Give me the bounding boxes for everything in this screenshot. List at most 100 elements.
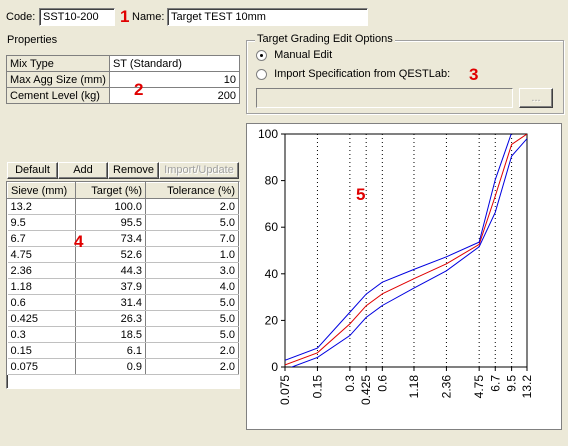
target-cell[interactable]: 0.9: [75, 358, 146, 375]
target-cell[interactable]: 95.5: [75, 214, 146, 231]
name-label: Name:: [132, 11, 165, 23]
table-row[interactable]: 2.36 44.3 3.0: [7, 262, 239, 279]
col-header-target[interactable]: Target (%): [75, 182, 146, 199]
name-field[interactable]: Target TEST 10mm: [167, 8, 368, 26]
properties-title: Properties: [7, 34, 58, 46]
code-field[interactable]: SST10-200: [39, 8, 115, 26]
y-tick-label: 100: [258, 127, 278, 141]
tolerance-cell[interactable]: 4.0: [145, 278, 239, 295]
tolerance-cell[interactable]: 5.0: [145, 326, 239, 343]
import-spec-field[interactable]: [256, 88, 513, 108]
x-tick-label: 9.5: [505, 375, 519, 392]
radio-selected-icon[interactable]: [256, 49, 267, 61]
annotation-2: 2: [134, 80, 144, 99]
tolerance-cell[interactable]: 5.0: [145, 214, 239, 231]
property-label: Mix Type: [6, 55, 110, 72]
table-row[interactable]: 13.2 100.0 2.0: [7, 198, 239, 215]
annotation-1: 1: [120, 7, 130, 26]
properties-grid: Mix Type ST (Standard) Max Agg Size (mm)…: [6, 55, 241, 104]
target-cell[interactable]: 31.4: [75, 294, 146, 311]
grading-options-title: Target Grading Edit Options: [255, 33, 395, 45]
sieve-cell[interactable]: 0.15: [7, 342, 76, 359]
target-cell[interactable]: 73.4: [75, 230, 146, 247]
table-row[interactable]: 9.5 95.5 5.0: [7, 214, 239, 231]
table-row[interactable]: 0.6 31.4 5.0: [7, 294, 239, 311]
table-row[interactable]: 1.18 37.9 4.0: [7, 278, 239, 295]
property-value[interactable]: 10: [108, 71, 241, 88]
series-line-target: [285, 134, 527, 366]
tolerance-cell[interactable]: 5.0: [145, 310, 239, 327]
grading-options-group: [246, 40, 564, 114]
import-spec-radio[interactable]: Import Specification from QESTLab:: [256, 68, 450, 80]
series-line-upper: [285, 134, 512, 361]
property-row-max-agg[interactable]: Max Agg Size (mm) 10: [6, 71, 241, 88]
x-tick-label: 1.18: [407, 375, 421, 399]
col-header-tolerance[interactable]: Tolerance (%): [145, 182, 239, 199]
plot-frame: [284, 133, 528, 368]
target-cell[interactable]: 100.0: [75, 198, 146, 215]
y-tick-label: 20: [265, 313, 279, 327]
table-row[interactable]: 0.075 0.9 2.0: [7, 358, 239, 375]
annotation-4: 4: [74, 232, 84, 251]
y-tick-label: 60: [265, 220, 279, 234]
manual-edit-radio[interactable]: Manual Edit: [256, 49, 332, 61]
tolerance-cell[interactable]: 2.0: [145, 358, 239, 375]
sieve-cell[interactable]: 0.425: [7, 310, 76, 327]
table-row[interactable]: 0.3 18.5 5.0: [7, 326, 239, 343]
series-line-lower: [290, 138, 527, 367]
sieve-cell[interactable]: 2.36: [7, 262, 76, 279]
remove-button[interactable]: Remove: [108, 162, 159, 179]
manual-edit-label: Manual Edit: [274, 49, 333, 62]
annotation-3: 3: [469, 65, 479, 84]
default-button[interactable]: Default: [7, 162, 58, 179]
tolerance-cell[interactable]: 5.0: [145, 294, 239, 311]
tolerance-cell[interactable]: 2.0: [145, 198, 239, 215]
target-cell[interactable]: 18.5: [75, 326, 146, 343]
x-tick-label: 2.36: [439, 375, 453, 399]
sieve-cell[interactable]: 0.075: [7, 358, 76, 375]
import-spec-label: Import Specification from QESTLab:: [274, 68, 451, 81]
target-cell[interactable]: 6.1: [75, 342, 146, 359]
x-tick-label: 0.3: [343, 375, 357, 392]
sieve-cell[interactable]: 9.5: [7, 214, 76, 231]
y-tick-label: 0: [271, 360, 278, 374]
tolerance-cell[interactable]: 3.0: [145, 262, 239, 279]
grading-chart: 0 20 40 60 80 100 0.075 0.15 0.3 0.425 0.6 1.18 2.36…: [246, 123, 562, 430]
x-tick-label: 0.15: [310, 375, 324, 399]
table-row[interactable]: 0.425 26.3 5.0: [7, 310, 239, 327]
property-label: Cement Level (kg): [6, 87, 110, 104]
sieve-cell[interactable]: 13.2: [7, 198, 76, 215]
target-cell[interactable]: 52.6: [75, 246, 146, 263]
table-row[interactable]: 6.7 73.4 7.0: [7, 230, 239, 247]
add-button[interactable]: Add: [58, 162, 108, 179]
sieve-cell[interactable]: 1.18: [7, 278, 76, 295]
sieve-cell[interactable]: 0.6: [7, 294, 76, 311]
property-value[interactable]: ST (Standard): [108, 55, 241, 72]
sieve-cell[interactable]: 4.75: [7, 246, 76, 263]
x-tick-label: 4.75: [472, 375, 486, 399]
annotation-5: 5: [356, 185, 366, 204]
property-value[interactable]: 200: [108, 87, 241, 104]
y-tick-label: 40: [265, 267, 279, 281]
tolerance-cell[interactable]: 1.0: [145, 246, 239, 263]
sieve-cell[interactable]: 6.7: [7, 230, 76, 247]
sieve-table-header: Sieve (mm) Target (%) Tolerance (%): [7, 182, 239, 199]
x-tick-label: 6.7: [488, 375, 502, 392]
table-row[interactable]: 4.75 52.6 1.0: [7, 246, 239, 263]
target-cell[interactable]: 44.3: [75, 262, 146, 279]
property-row-cement[interactable]: Cement Level (kg) 200: [6, 87, 241, 104]
sieve-cell[interactable]: 0.3: [7, 326, 76, 343]
property-label: Max Agg Size (mm): [6, 71, 110, 88]
import-update-button[interactable]: Import/Update: [159, 162, 239, 179]
sieve-table: Sieve (mm) Target (%) Tolerance (%) 13.2…: [6, 181, 240, 389]
target-cell[interactable]: 26.3: [75, 310, 146, 327]
browse-button[interactable]: ...: [519, 88, 553, 108]
tolerance-cell[interactable]: 2.0: [145, 342, 239, 359]
table-row[interactable]: 0.15 6.1 2.0: [7, 342, 239, 359]
col-header-sieve[interactable]: Sieve (mm): [7, 182, 76, 199]
tolerance-cell[interactable]: 7.0: [145, 230, 239, 247]
x-tick-label: 13.2: [520, 375, 534, 399]
radio-unselected-icon[interactable]: [256, 68, 267, 80]
target-cell[interactable]: 37.9: [75, 278, 146, 295]
property-row-mix-type[interactable]: Mix Type ST (Standard): [6, 55, 241, 72]
